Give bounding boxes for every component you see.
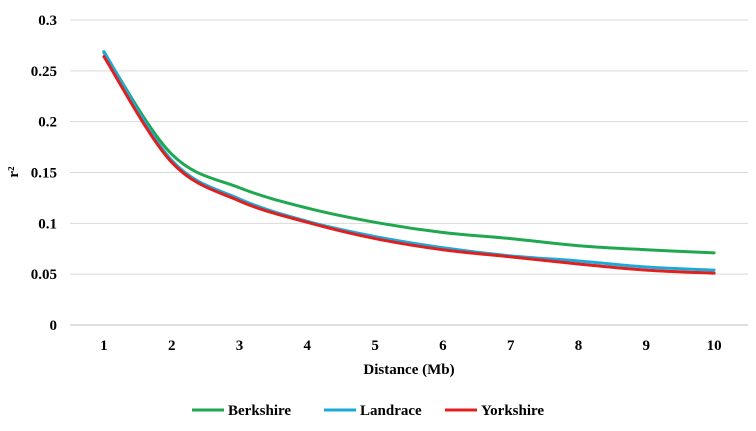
series-line-yorkshire <box>102 55 716 275</box>
x-tick-label: 7 <box>507 338 515 354</box>
gridlines <box>70 19 748 275</box>
series-line-landrace <box>102 50 716 272</box>
x-tick-label: 5 <box>371 338 379 354</box>
x-axis-ticks: 1 2 3 4 5 6 7 8 9 10 <box>100 338 721 354</box>
y-axis-title: r² <box>6 166 22 178</box>
x-tick-label: 2 <box>168 338 176 354</box>
y-tick-label: 0.25 <box>31 64 57 80</box>
series-lines <box>102 50 716 275</box>
y-tick-label: 0.05 <box>31 267 57 283</box>
x-tick-label: 6 <box>439 338 447 354</box>
x-tick-label: 4 <box>304 338 312 354</box>
y-axis-ticks: 0 0.05 0.1 0.15 0.2 0.25 0.3 <box>31 13 57 334</box>
legend: Berkshire Landrace Yorkshire <box>192 403 544 419</box>
y-tick-label: 0.3 <box>38 13 57 29</box>
x-tick-label: 9 <box>643 338 651 354</box>
legend-item-landrace: Landrace <box>324 403 422 419</box>
x-tick-label: 10 <box>707 338 722 354</box>
x-tick-label: 8 <box>575 338 583 354</box>
y-tick-label: 0.1 <box>38 216 57 232</box>
x-axis-title: Distance (Mb) <box>363 362 454 378</box>
legend-label: Berkshire <box>228 403 291 419</box>
x-tick-label: 1 <box>100 338 108 354</box>
legend-label: Yorkshire <box>481 403 544 419</box>
x-tick-label: 3 <box>236 338 244 354</box>
legend-label: Landrace <box>360 403 422 419</box>
legend-item-berkshire: Berkshire <box>192 403 291 419</box>
y-tick-label: 0.15 <box>31 166 57 182</box>
y-tick-label: 0.2 <box>38 115 57 131</box>
legend-item-yorkshire: Yorkshire <box>445 403 544 419</box>
y-tick-label: 0 <box>50 318 58 334</box>
series-line-berkshire <box>102 51 716 255</box>
